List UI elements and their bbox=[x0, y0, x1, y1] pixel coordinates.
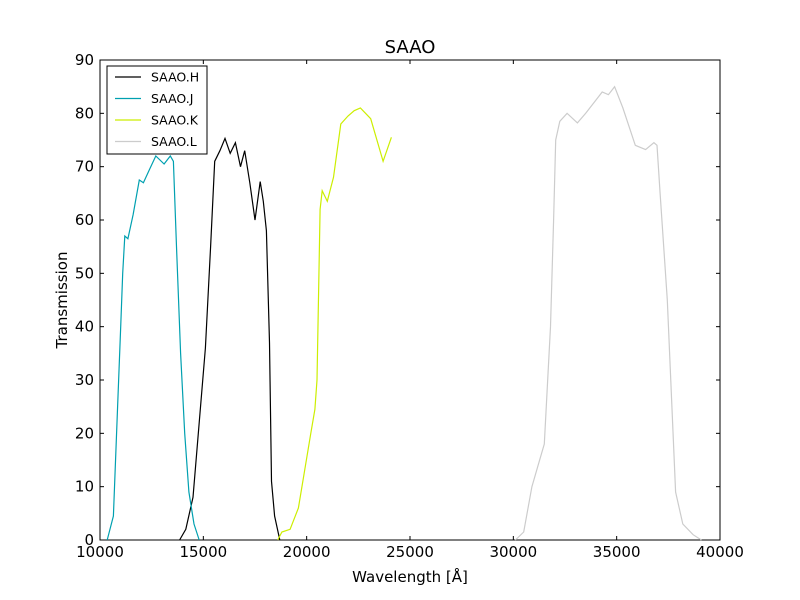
x-tick-label: 10000 bbox=[76, 543, 124, 561]
y-tick-label: 90 bbox=[75, 51, 94, 69]
chart-title: SAAO bbox=[385, 37, 436, 58]
y-tick-label: 40 bbox=[75, 318, 94, 336]
x-tick-label: 35000 bbox=[593, 543, 641, 561]
legend-label: SAAO.L bbox=[151, 134, 197, 149]
series-line-saao-j bbox=[106, 154, 200, 541]
y-tick-label: 80 bbox=[75, 104, 94, 122]
y-axis-label: Transmission bbox=[53, 252, 71, 350]
x-tick-label: 15000 bbox=[179, 543, 227, 561]
legend: SAAO.H SAAO.J SAAO.K SAAO.L bbox=[106, 65, 208, 155]
y-tick-label: 30 bbox=[75, 371, 94, 389]
y-tick-label: 70 bbox=[75, 158, 94, 176]
y-tick-label: 0 bbox=[84, 531, 94, 549]
axis-ticks: 10000 15000 20000 25000 30000 35000 40000 0 10 20… bbox=[75, 51, 744, 561]
series-line-saao-h bbox=[179, 136, 281, 541]
y-tick-label: 10 bbox=[75, 478, 94, 496]
legend-label: SAAO.J bbox=[151, 91, 193, 106]
x-tick-label: 40000 bbox=[696, 543, 744, 561]
y-tick-label: 60 bbox=[75, 211, 94, 229]
x-tick-label: 20000 bbox=[283, 543, 331, 561]
x-axis-label: Wavelength [Å] bbox=[352, 567, 468, 586]
series-line-saao-l bbox=[514, 85, 702, 541]
legend-label: SAAO.K bbox=[151, 113, 199, 128]
x-tick-label: 25000 bbox=[386, 543, 434, 561]
series-layer bbox=[106, 85, 702, 541]
legend-box bbox=[106, 65, 208, 155]
y-tick-label: 20 bbox=[75, 424, 94, 442]
legend-label: SAAO.H bbox=[151, 70, 199, 85]
y-tick-label: 50 bbox=[75, 264, 94, 282]
x-tick-label: 30000 bbox=[489, 543, 537, 561]
series-line-saao-k bbox=[277, 107, 392, 541]
